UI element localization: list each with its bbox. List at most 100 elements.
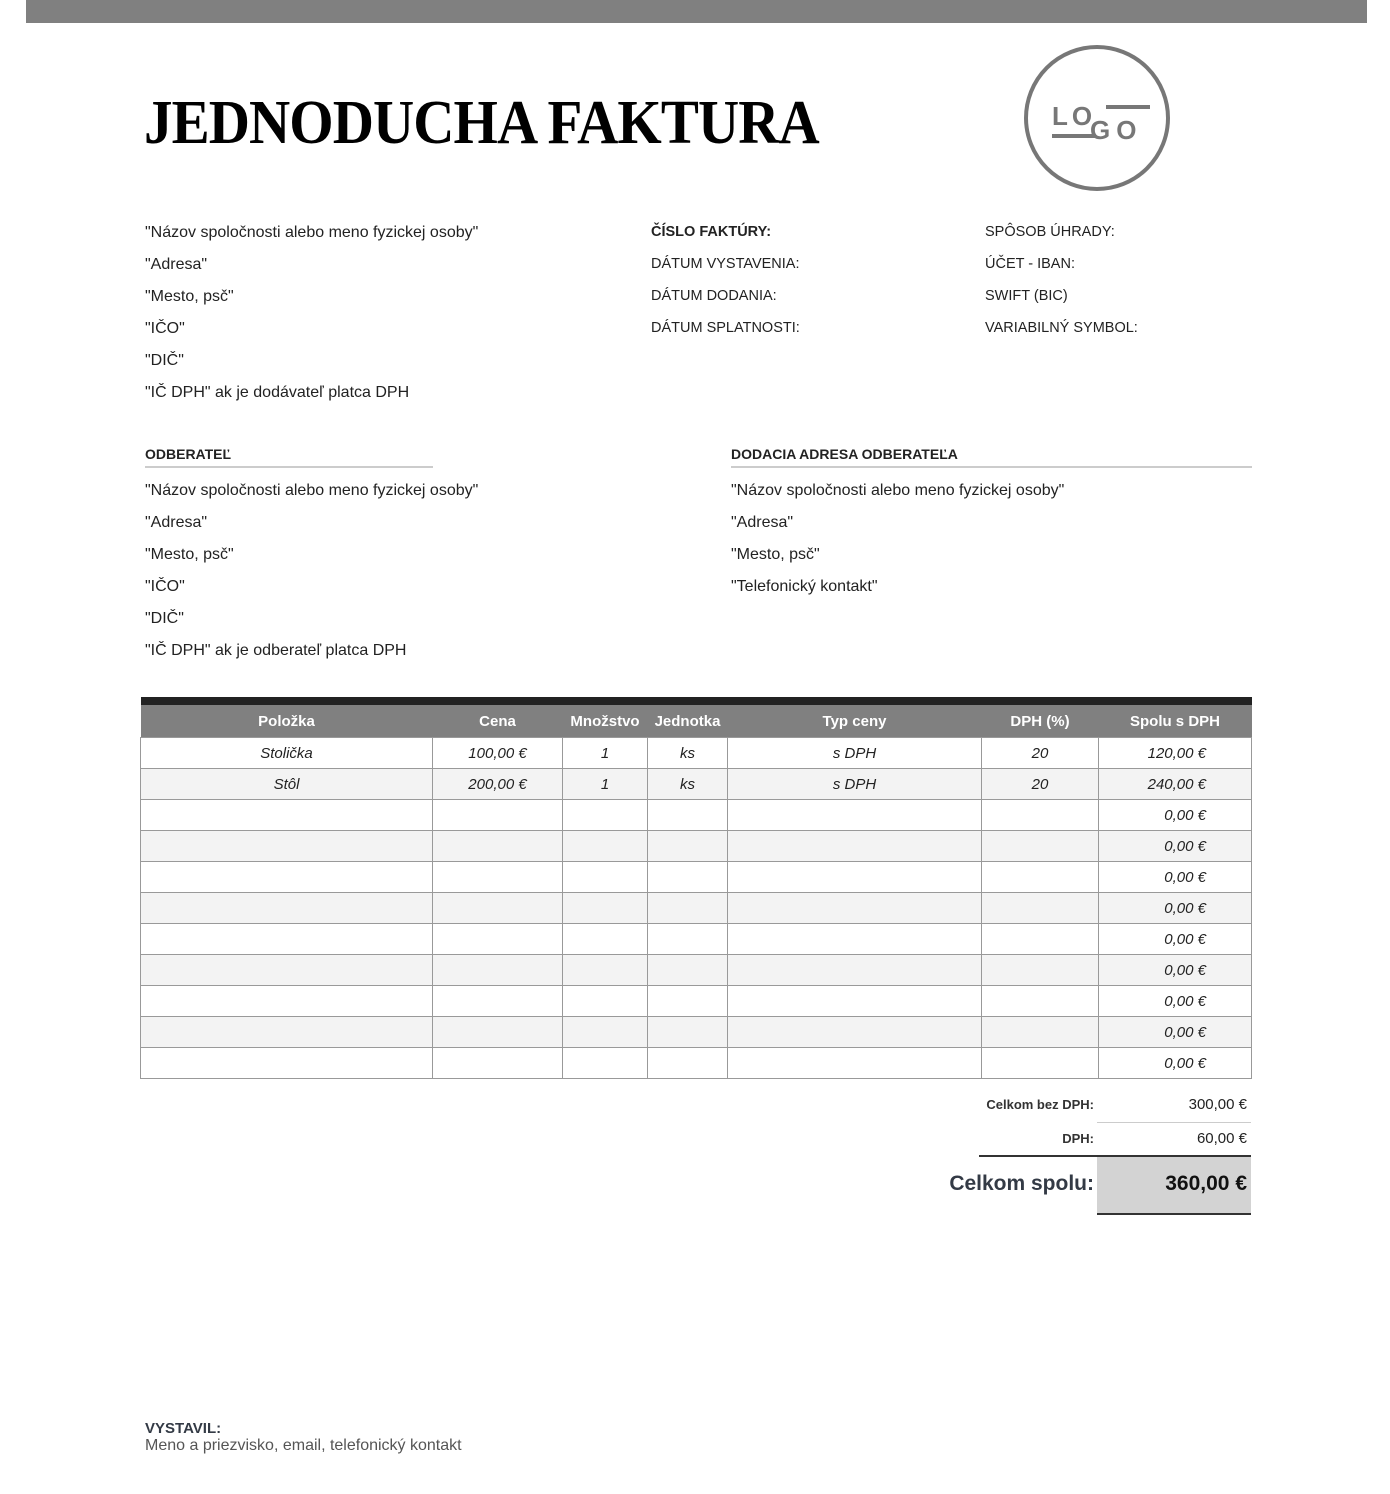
table-cell[interactable]	[432, 985, 563, 1017]
info-line: "Telefonický kontakt"	[731, 578, 878, 595]
table-cell[interactable]	[432, 861, 563, 893]
table-row: 0,00 €	[140, 892, 1252, 924]
table-cell[interactable]	[647, 1016, 728, 1048]
table-cell[interactable]	[140, 799, 433, 831]
table-cell[interactable]: 1	[562, 737, 648, 769]
table-cell[interactable]	[727, 985, 982, 1017]
table-cell[interactable]: 1	[562, 768, 648, 800]
table-cell[interactable]	[727, 954, 982, 986]
info-line: "Mesto, psč"	[731, 546, 820, 563]
table-cell[interactable]	[140, 892, 433, 924]
table-cell[interactable]	[562, 923, 648, 955]
table-cell[interactable]	[432, 830, 563, 862]
table-cell[interactable]	[140, 1047, 433, 1079]
table-cell[interactable]	[647, 799, 728, 831]
table-cell[interactable]	[647, 861, 728, 893]
table-cell[interactable]: ks	[647, 768, 728, 800]
table-cell[interactable]	[727, 1016, 982, 1048]
table-cell[interactable]	[140, 861, 433, 893]
table-cell[interactable]	[647, 954, 728, 986]
table-cell[interactable]	[647, 892, 728, 924]
table-cell[interactable]	[981, 985, 1099, 1017]
column-header: Typ ceny	[727, 701, 982, 738]
table-cell[interactable]: 0,00 €	[1098, 923, 1252, 955]
table-cell[interactable]	[562, 954, 648, 986]
table-cell[interactable]	[562, 1047, 648, 1079]
vat-label: DPH:	[1062, 1131, 1094, 1146]
table-cell[interactable]: Stolička	[140, 737, 433, 769]
table-cell[interactable]	[562, 799, 648, 831]
info-line: "IČO"	[145, 320, 185, 337]
column-header: Množstvo	[562, 701, 648, 738]
table-cell[interactable]	[432, 892, 563, 924]
table-cell[interactable]	[981, 830, 1099, 862]
table-cell[interactable]	[727, 923, 982, 955]
table-cell[interactable]	[562, 892, 648, 924]
table-cell[interactable]	[562, 861, 648, 893]
table-cell[interactable]	[727, 892, 982, 924]
table-cell[interactable]	[981, 954, 1099, 986]
table-cell[interactable]	[981, 799, 1099, 831]
table-cell[interactable]: 0,00 €	[1098, 985, 1252, 1017]
table-cell[interactable]	[140, 985, 433, 1017]
table-cell[interactable]	[727, 799, 982, 831]
table-cell[interactable]	[981, 892, 1099, 924]
table-cell[interactable]	[140, 1016, 433, 1048]
table-cell[interactable]	[432, 923, 563, 955]
column-header: Cena	[432, 701, 563, 738]
table-cell[interactable]	[981, 1016, 1099, 1048]
table-cell[interactable]: 200,00 €	[432, 768, 563, 800]
table-cell[interactable]	[981, 1047, 1099, 1079]
table-row: Stolička 100,00 €1 ks s DPH 20 120,00 €	[140, 737, 1252, 769]
table-cell[interactable]	[727, 1047, 982, 1079]
table-cell[interactable]	[562, 985, 648, 1017]
info-line: ČÍSLO FAKTÚRY:	[651, 224, 772, 240]
table-cell[interactable]	[981, 861, 1099, 893]
info-line: "Adresa"	[731, 514, 794, 531]
table-cell[interactable]	[432, 954, 563, 986]
table-cell[interactable]	[562, 1016, 648, 1048]
table-cell[interactable]	[432, 1047, 563, 1079]
table-cell[interactable]: 0,00 €	[1098, 892, 1252, 924]
table-cell[interactable]: 0,00 €	[1098, 1016, 1252, 1048]
table-cell[interactable]	[727, 830, 982, 862]
table-cell[interactable]	[562, 830, 648, 862]
invoice-info: ČÍSLO FAKTÚRY: DÁTUM VYSTAVENIA: DÁTUM DOD…	[651, 216, 800, 344]
table-cell[interactable]: 20	[981, 768, 1099, 800]
table-cell[interactable]: 20	[981, 737, 1099, 769]
info-line: VARIABILNÝ SYMBOL:	[985, 320, 1138, 336]
table-cell[interactable]	[727, 861, 982, 893]
table-cell[interactable]	[140, 954, 433, 986]
table-cell[interactable]	[432, 799, 563, 831]
top-bar	[26, 0, 1367, 23]
table-cell[interactable]: 0,00 €	[1098, 1047, 1252, 1079]
table-cell[interactable]: 0,00 €	[1098, 861, 1252, 893]
table-cell[interactable]: 120,00 €	[1098, 737, 1252, 769]
table-cell[interactable]: 240,00 €	[1098, 768, 1252, 800]
table-cell[interactable]	[647, 1047, 728, 1079]
table-row: 0,00 €	[140, 799, 1252, 831]
table-cell[interactable]	[647, 830, 728, 862]
table-cell[interactable]: ks	[647, 737, 728, 769]
table-cell[interactable]	[647, 985, 728, 1017]
column-header: Položka	[140, 701, 433, 738]
supplier-info: "Názov spoločnosti alebo meno fyzickej o…	[145, 217, 478, 409]
table-cell[interactable]	[140, 830, 433, 862]
table-cell[interactable]: s DPH	[727, 737, 982, 769]
table-row: 0,00 €	[140, 830, 1252, 862]
table-cell[interactable]	[647, 923, 728, 955]
table-cell[interactable]: 100,00 €	[432, 737, 563, 769]
table-cell[interactable]: 0,00 €	[1098, 954, 1252, 986]
table-cell[interactable]: Stôl	[140, 768, 433, 800]
table-cell[interactable]: 0,00 €	[1098, 799, 1252, 831]
table-cell[interactable]: s DPH	[727, 768, 982, 800]
info-line: DÁTUM DODANIA:	[651, 288, 777, 304]
table-cell[interactable]	[981, 923, 1099, 955]
table-cell[interactable]	[140, 923, 433, 955]
table-cell[interactable]: 0,00 €	[1098, 830, 1252, 862]
issued-by-label: VYSTAVIL:	[145, 1420, 222, 1437]
customer-info: "Názov spoločnosti alebo meno fyzickej o…	[145, 475, 478, 667]
info-line: "DIČ"	[145, 352, 184, 369]
table-cell[interactable]	[432, 1016, 563, 1048]
info-line: DÁTUM SPLATNOSTI:	[651, 320, 800, 336]
